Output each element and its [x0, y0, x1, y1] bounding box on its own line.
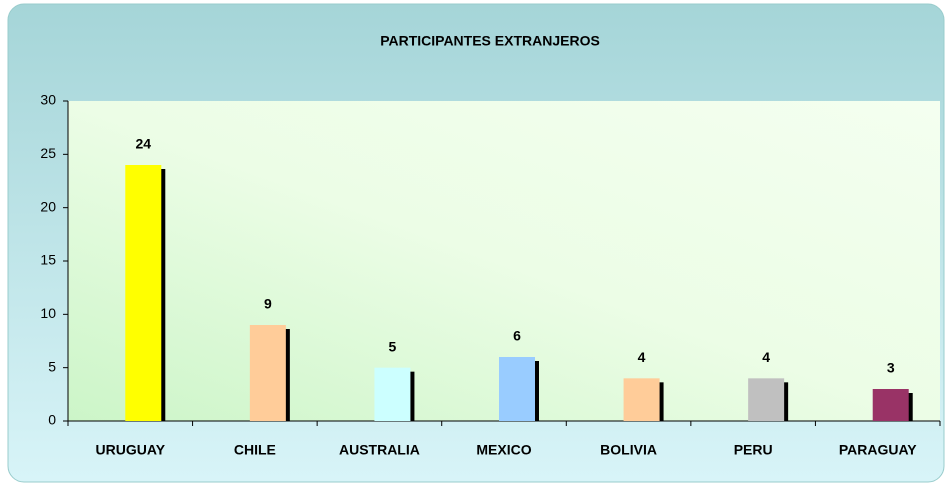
y-tick-label: 30 — [40, 92, 56, 108]
y-tick-label: 0 — [48, 412, 56, 428]
value-label: 5 — [389, 338, 397, 354]
value-label: 3 — [887, 360, 895, 376]
bar — [748, 378, 785, 421]
x-tick-label: BOLIVIA — [600, 442, 657, 458]
y-tick-label: 15 — [40, 252, 56, 268]
bar — [872, 389, 909, 421]
x-tick-label: CHILE — [234, 442, 276, 458]
x-tick-label: MEXICO — [476, 442, 531, 458]
bar — [249, 325, 286, 421]
y-tick-label: 25 — [40, 145, 56, 161]
chart-title: PARTICIPANTES EXTRANJEROS — [380, 33, 600, 49]
value-label: 4 — [762, 349, 770, 365]
x-tick-label: URUGUAY — [96, 442, 166, 458]
y-tick-label: 10 — [40, 305, 56, 321]
bar — [374, 367, 411, 421]
value-label: 24 — [135, 136, 151, 152]
y-tick-label: 20 — [40, 198, 56, 214]
y-tick-label: 5 — [48, 358, 56, 374]
bar — [125, 165, 162, 421]
value-label: 4 — [638, 349, 646, 365]
x-tick-label: PERU — [734, 442, 773, 458]
bar — [623, 378, 660, 421]
bar — [499, 357, 535, 421]
x-tick-label: AUSTRALIA — [339, 442, 420, 458]
value-label: 6 — [513, 328, 521, 344]
value-label: 9 — [264, 296, 272, 312]
x-tick-label: PARAGUAY — [839, 442, 917, 458]
